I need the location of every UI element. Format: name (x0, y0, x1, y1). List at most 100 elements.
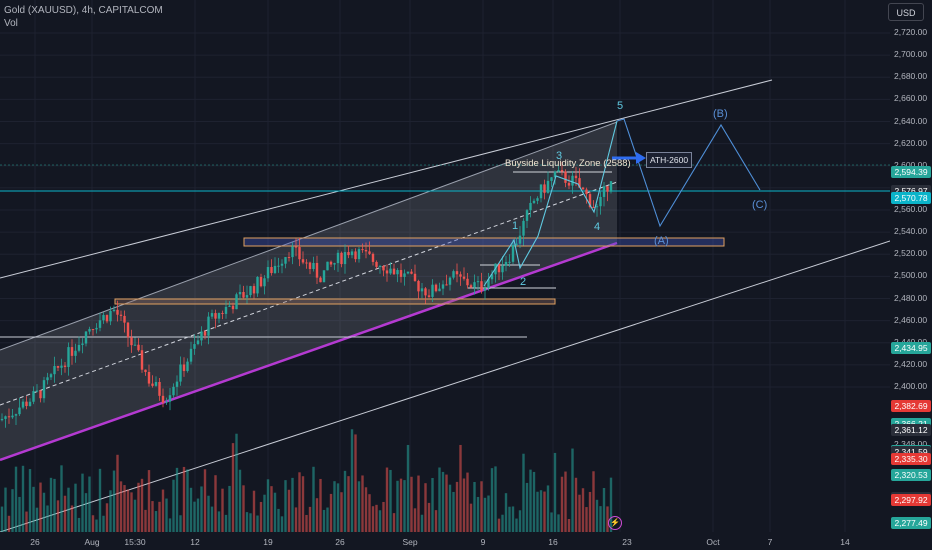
candle-body (343, 252, 347, 265)
volume-bar (217, 511, 221, 532)
time-tick: 16 (548, 537, 558, 547)
candle-body (347, 252, 350, 256)
price-tick: 2,700.00 (894, 49, 928, 60)
candle-body (235, 294, 238, 310)
volume-bar (287, 489, 291, 532)
candle-body (382, 265, 385, 271)
volume-bar (469, 503, 473, 532)
candle-body (543, 184, 546, 193)
volume-bar (585, 507, 588, 532)
candle-body (266, 267, 270, 279)
candle-body (375, 261, 378, 267)
price-tick: 2,600.00 (894, 159, 928, 170)
volume-bar (32, 486, 35, 532)
volume-bar (7, 515, 11, 532)
candle-body (515, 243, 518, 245)
volume-bar (151, 501, 154, 532)
volume-bar (480, 481, 483, 532)
candle-body (193, 344, 196, 349)
volume-bar (392, 513, 396, 532)
candle-body (599, 196, 602, 207)
volume-bar (133, 499, 137, 532)
candle-body (532, 200, 536, 203)
price-chart[interactable] (0, 0, 890, 532)
candle-body (378, 265, 382, 267)
volume-bar (144, 509, 147, 532)
volume-bar (329, 493, 333, 532)
volume-bar (518, 510, 522, 532)
price-badge: 2,320.53 (891, 468, 931, 481)
candle-body (410, 271, 413, 274)
volume-bar (238, 469, 242, 532)
candle-body (305, 262, 308, 264)
price-tick: 2,348.00 (894, 438, 928, 449)
symbol-title[interactable]: Gold (XAUUSD), 4h, CAPITALCOM (4, 5, 163, 16)
volume-bar (308, 506, 312, 532)
candle-body (462, 276, 466, 279)
candle-body (417, 280, 420, 292)
candle-body (427, 295, 431, 297)
volume-bar (193, 501, 196, 532)
volume-bar (448, 484, 452, 532)
volume-bar (420, 514, 424, 532)
candle-body (102, 315, 105, 321)
candle-body (490, 274, 494, 280)
volume-bar (123, 485, 126, 532)
candle-body (270, 267, 273, 274)
volume-bar (347, 476, 350, 532)
candle-body (228, 305, 231, 307)
candle-body (252, 286, 256, 294)
time-tick: 12 (190, 537, 200, 547)
volume-bar (483, 497, 487, 532)
candle-body (399, 270, 403, 277)
candle-body (319, 277, 322, 283)
price-tick: 2,560.00 (894, 204, 928, 214)
candle-body (207, 316, 210, 336)
currency-button[interactable]: USD (888, 3, 924, 21)
candle-body (459, 274, 462, 277)
time-tick: 14 (840, 537, 850, 547)
candle-body (238, 291, 242, 295)
volume-bar (364, 487, 368, 532)
volume-bar (116, 454, 119, 532)
candle-body (67, 347, 70, 367)
volume-bar (333, 481, 336, 532)
volume-bar (67, 487, 70, 532)
candle-body (445, 284, 448, 286)
volume-bar (462, 478, 466, 532)
flash-icon[interactable]: ⚡ (608, 516, 622, 530)
buyside-liquidity-label: Buyside Liquidity Zone (2588) (505, 158, 631, 169)
volume-bar (340, 492, 343, 532)
volume-bar (378, 510, 382, 532)
candle-body (63, 365, 67, 367)
candle-body (214, 313, 217, 319)
candle-body (525, 210, 529, 221)
volume-bar (81, 473, 84, 532)
candle-body (60, 365, 63, 368)
inner-channel-fill (0, 122, 617, 460)
time-tick: 26 (30, 537, 40, 547)
candle-body (109, 310, 112, 322)
wave-5-label: 5 (617, 100, 624, 112)
volume-bar (427, 502, 431, 532)
candle-body (585, 189, 588, 195)
candle-body (88, 329, 91, 332)
candle-body (98, 320, 102, 328)
candle-body (84, 331, 88, 344)
time-axis[interactable]: 26 Aug 15:30 12 19 26 Sep 9 16 23 Oct 7 14 (0, 532, 890, 550)
volume-bar (350, 429, 354, 532)
price-tick: 2,720.00 (894, 27, 928, 37)
time-tick: 26 (335, 537, 345, 547)
candle-body (424, 288, 427, 296)
candle-body (186, 361, 189, 372)
price-tick: 2,640.00 (894, 115, 928, 126)
volume-bar (60, 465, 63, 532)
candle-body (25, 401, 28, 407)
candle-body (536, 198, 539, 201)
volume-bar (305, 514, 308, 532)
volume-bar (203, 469, 207, 532)
volume-bar (413, 508, 417, 532)
candle-body (469, 285, 473, 288)
volume-bar (515, 518, 518, 532)
candle-body (32, 391, 35, 402)
